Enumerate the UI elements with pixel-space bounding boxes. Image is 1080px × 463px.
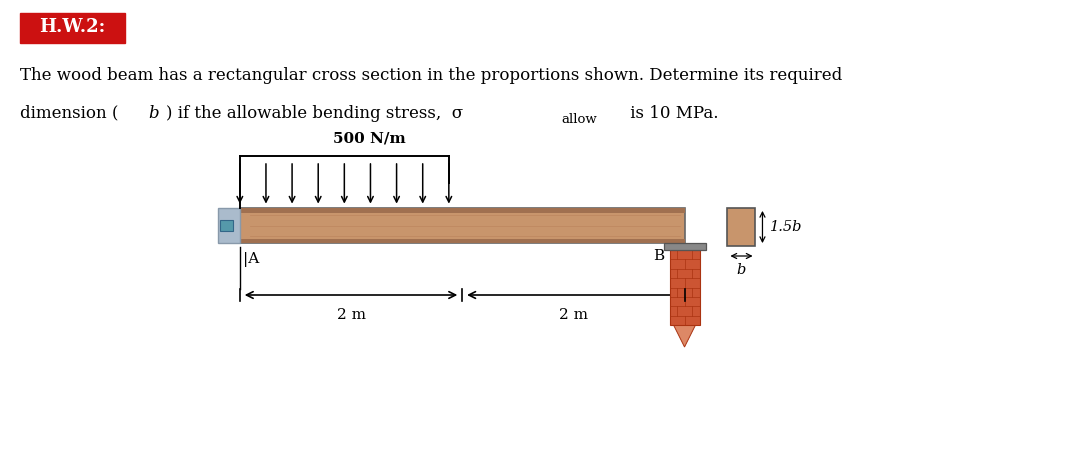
Bar <box>220 220 233 231</box>
Text: b: b <box>148 105 159 121</box>
Bar <box>240 239 685 243</box>
Bar <box>21 13 125 43</box>
Text: H.W.2:: H.W.2: <box>39 19 106 37</box>
Text: b: b <box>737 263 746 277</box>
Text: |A: |A <box>243 252 259 267</box>
Text: is 10 MPa.: is 10 MPa. <box>624 105 718 121</box>
Text: B: B <box>653 249 664 263</box>
Text: The wood beam has a rectangular cross section in the proportions shown. Determin: The wood beam has a rectangular cross se… <box>21 67 842 83</box>
Text: ) if the allowable bending stress,  σ: ) if the allowable bending stress, σ <box>166 105 463 121</box>
Polygon shape <box>674 325 696 347</box>
Text: 500 N/m: 500 N/m <box>333 132 406 146</box>
Bar <box>240 208 685 213</box>
Text: 1.5b: 1.5b <box>770 220 802 234</box>
Bar <box>218 208 240 243</box>
Bar <box>663 243 705 250</box>
Text: allow: allow <box>562 113 597 126</box>
Bar <box>728 208 756 246</box>
Text: 2 m: 2 m <box>558 308 588 322</box>
Text: dimension (: dimension ( <box>21 105 119 121</box>
Text: 2 m: 2 m <box>337 308 365 322</box>
Bar <box>670 250 700 325</box>
Bar <box>240 208 685 243</box>
